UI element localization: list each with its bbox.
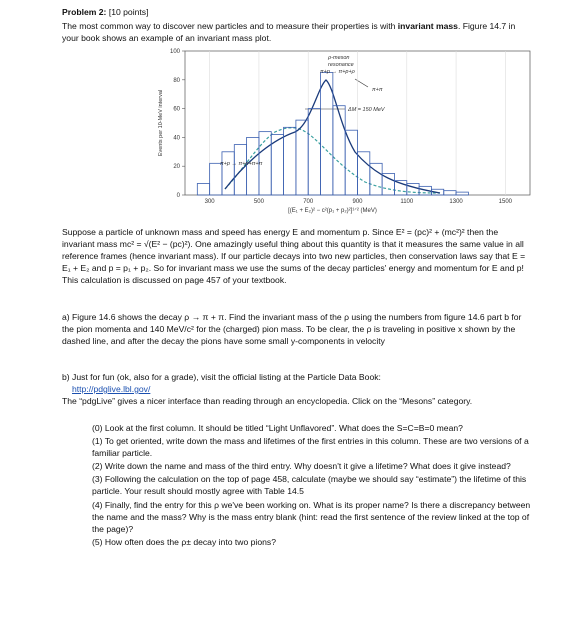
intro-bold: invariant mass <box>397 21 458 31</box>
x-tick-label: 1500 <box>499 199 513 205</box>
annotation: π+p → π+p+ρ <box>320 69 355 75</box>
paragraph: Suppose a particle of unknown mass and s… <box>62 227 526 286</box>
fit-curve <box>224 79 441 194</box>
bar <box>344 129 358 196</box>
link-wrap: http://pdglive.lbl.gov/ <box>72 383 542 395</box>
item: (2) Write down the name and mass of the … <box>92 461 511 472</box>
bar <box>320 72 334 196</box>
x-axis-label: [(E₁ + E₂)² − c²(p₁ + p₂)²]¹ᐟ² (MeV) <box>288 207 377 214</box>
y-tick-label: 20 <box>173 164 180 170</box>
annotation: resonance <box>328 62 354 68</box>
pdg-link[interactable]: http://pdglive.lbl.gov/ <box>72 384 151 394</box>
item: (1) To get oriented, write down the mass… <box>92 436 529 459</box>
bar <box>233 144 248 196</box>
intro-text: The most common way to discover new part… <box>62 21 398 31</box>
phase-space-curve <box>224 127 441 194</box>
intro: The most common way to discover new part… <box>62 20 532 44</box>
x-tick-label: 500 <box>254 199 265 205</box>
y-tick-label: 60 <box>173 107 180 113</box>
y-tick-label: 40 <box>173 135 180 141</box>
x-tick-label: 300 <box>205 199 216 205</box>
figure: 300 500 700 900 1100 1300 1500 0 20 40 60 80 100 Even… <box>158 49 531 214</box>
pdg-text: The “pdgLive” gives a nicer interface th… <box>62 396 473 406</box>
y-tick-label: 0 <box>177 193 181 199</box>
item: (4) Finally, find the entry for this ρ w… <box>92 499 531 534</box>
bar <box>357 151 371 196</box>
y-tick-label: 100 <box>170 49 181 55</box>
points: [10 points] <box>108 7 149 17</box>
annotation: ΔM = 150 MeV <box>347 107 386 113</box>
bar <box>209 162 223 196</box>
x-tick-label: 1100 <box>400 199 414 205</box>
arrow <box>354 78 369 88</box>
intro-tail: . Figure 14.7 in your book shows an exam… <box>62 21 516 44</box>
bar <box>295 119 309 196</box>
item-list: (0) Look at the first column. It should … <box>92 422 532 549</box>
y-axis-label: Events per 10-MeV interval <box>158 90 164 156</box>
problem-title: Problem 2: <box>62 7 107 17</box>
bar <box>221 151 235 196</box>
bar <box>196 183 211 196</box>
bar <box>332 105 346 196</box>
annotation: π+π <box>372 87 383 93</box>
part-b: b) Just for fun (ok, also for a grade), … <box>62 372 381 382</box>
item: (5) How often does the ρ± decay into two… <box>92 536 276 547</box>
bar <box>283 126 297 196</box>
part-a: a) Figure 14.6 shows the decay ρ → π + π… <box>62 312 522 347</box>
item: (0) Look at the first column. It should … <box>92 423 463 433</box>
x-tick-label: 700 <box>303 199 314 205</box>
item: (3) Following the calculation on the top… <box>92 474 527 497</box>
bar <box>307 108 321 196</box>
annotation: ρ-meson <box>327 55 350 61</box>
y-tick-label: 80 <box>173 78 180 84</box>
bar <box>455 191 469 196</box>
x-tick-label: 1300 <box>449 199 463 205</box>
x-tick-label: 900 <box>352 199 363 205</box>
annotation: π+p → π+p+π+π <box>220 161 263 167</box>
bar <box>443 190 457 196</box>
header: Problem 2: [10 points] <box>62 6 532 18</box>
